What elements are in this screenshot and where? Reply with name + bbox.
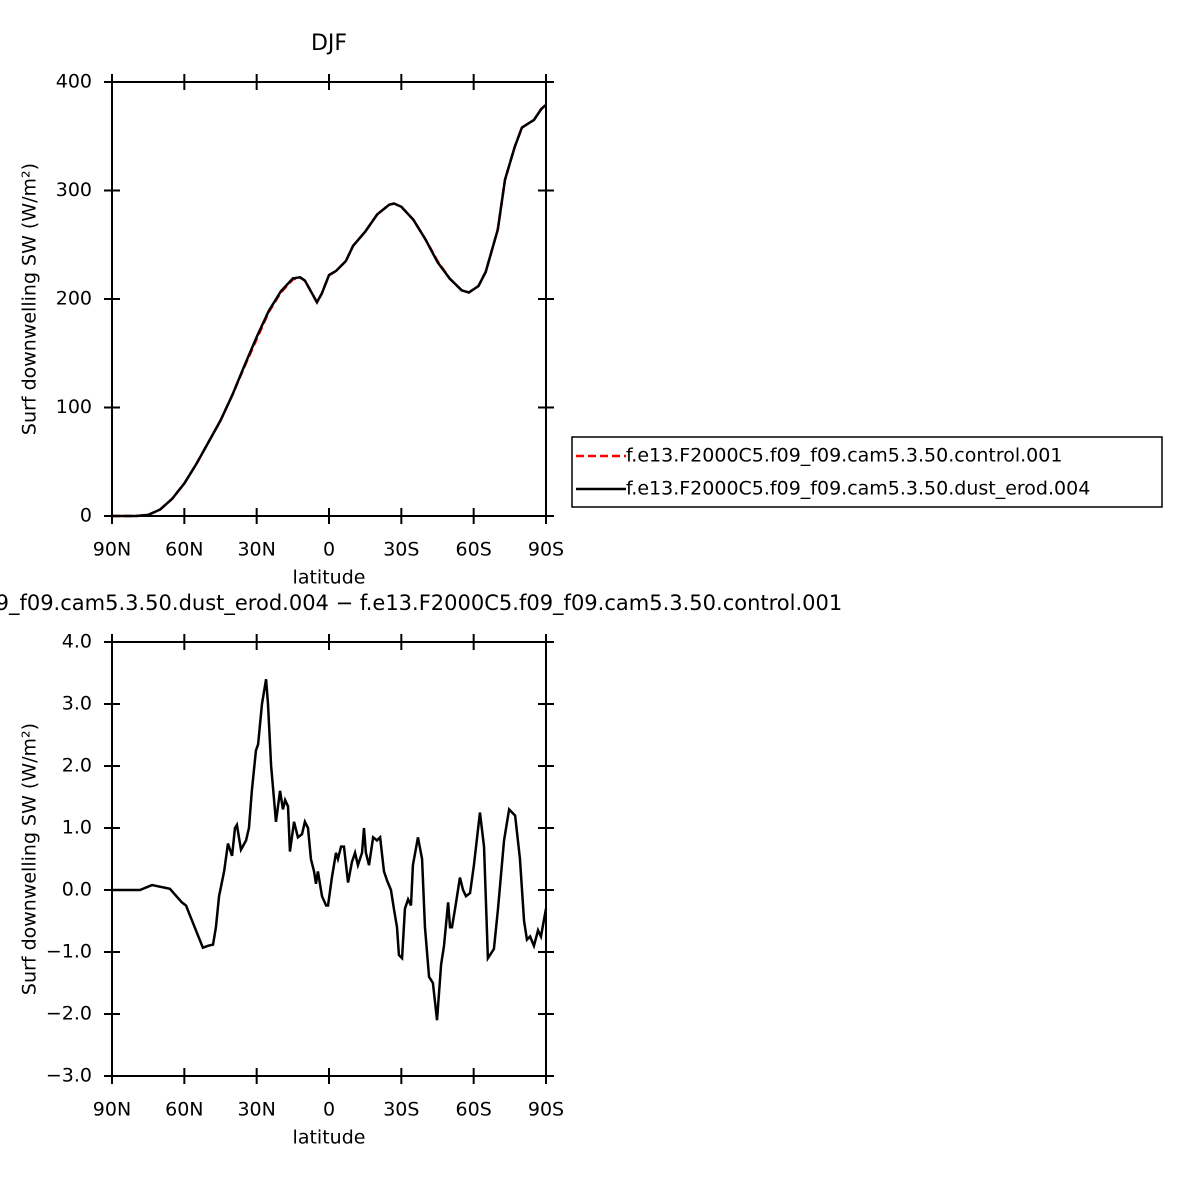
y-tick-label: 4.0 — [62, 631, 92, 653]
plot-frame — [111, 81, 547, 517]
legend-box — [571, 436, 1163, 508]
y-tick-label: 0 — [80, 505, 92, 527]
chart-title: f.e13.F2000C5.f09_f09.cam5.3.50.dust_ero… — [0, 591, 842, 616]
x-tick-label: 30S — [383, 539, 419, 561]
series-line — [112, 103, 547, 518]
x-tick-label: 60N — [165, 1099, 203, 1121]
x-tick-label: 90S — [528, 539, 564, 561]
y-tick-label: −2.0 — [46, 1003, 92, 1025]
chart-title: DJF — [311, 31, 347, 56]
y-tick-label: 3.0 — [62, 693, 92, 715]
x-tick-label: 60N — [165, 539, 203, 561]
x-tick-label: 30N — [237, 1099, 275, 1121]
y-tick-label: −3.0 — [46, 1065, 92, 1087]
y-tick-label: 100 — [56, 396, 92, 418]
x-axis-label: latitude — [293, 567, 366, 589]
y-tick-label: 200 — [56, 288, 92, 310]
series-line — [112, 103, 547, 518]
x-tick-label: 30S — [383, 1099, 419, 1121]
y-axis-label: Surf downwelling SW (W/m²) — [19, 163, 41, 435]
x-tick-label: 30N — [237, 539, 275, 561]
y-tick-label: 400 — [56, 71, 92, 93]
y-tick-label: 2.0 — [62, 755, 92, 777]
plot-frame — [111, 641, 547, 1077]
legend-label: f.e13.F2000C5.f09_f09.cam5.3.50.control.… — [626, 445, 1062, 467]
y-tick-label: 1.0 — [62, 817, 92, 839]
series-line — [112, 678, 548, 1021]
legend-label: f.e13.F2000C5.f09_f09.cam5.3.50.dust_ero… — [626, 478, 1090, 500]
x-axis-label: latitude — [293, 1127, 366, 1149]
x-tick-label: 90N — [93, 539, 131, 561]
x-tick-label: 90S — [528, 1099, 564, 1121]
x-tick-label: 0 — [323, 1099, 335, 1121]
x-tick-label: 90N — [93, 1099, 131, 1121]
y-axis-label: Surf downwelling SW (W/m²) — [19, 723, 41, 995]
y-tick-label: −1.0 — [46, 941, 92, 963]
x-tick-label: 0 — [323, 539, 335, 561]
x-tick-label: 60S — [456, 1099, 492, 1121]
x-tick-label: 60S — [456, 539, 492, 561]
y-tick-label: 0.0 — [62, 879, 92, 901]
y-tick-label: 300 — [56, 179, 92, 201]
